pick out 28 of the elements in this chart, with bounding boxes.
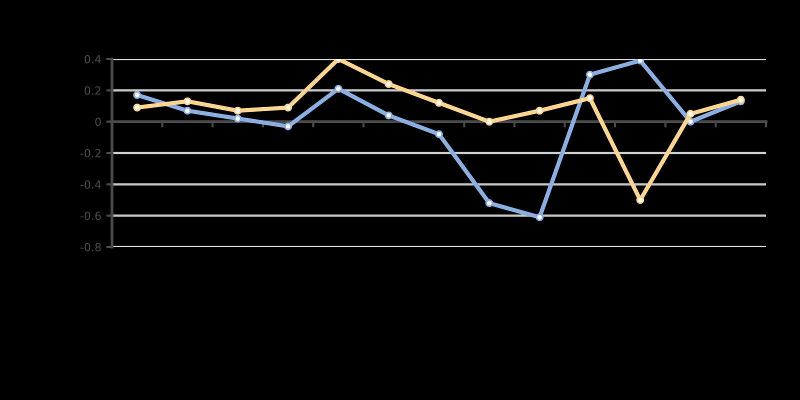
point	[686, 110, 694, 118]
point	[636, 59, 644, 65]
point	[133, 104, 142, 112]
point	[586, 94, 594, 102]
y-tick-label: 0.2	[84, 86, 100, 95]
point	[234, 114, 242, 122]
point	[536, 213, 544, 222]
y-tick-label: 0	[95, 118, 101, 126]
point	[435, 130, 443, 138]
y-tick-label: -0.2	[80, 148, 100, 158]
y-tick-label: -0.4	[80, 180, 101, 189]
point	[435, 98, 443, 107]
point	[485, 118, 494, 126]
y-tick-label: -0.6	[80, 212, 101, 220]
y-tick-label: -0.8	[80, 242, 101, 252]
point	[234, 106, 242, 115]
point	[334, 84, 342, 93]
point	[133, 91, 142, 99]
point	[485, 199, 494, 208]
point	[284, 122, 292, 130]
point	[384, 80, 393, 88]
point	[184, 106, 192, 115]
point	[184, 97, 192, 106]
point	[536, 106, 544, 115]
y-tick-label: 0.4	[84, 54, 101, 64]
point	[384, 111, 393, 120]
point	[586, 70, 594, 79]
point	[284, 104, 292, 112]
